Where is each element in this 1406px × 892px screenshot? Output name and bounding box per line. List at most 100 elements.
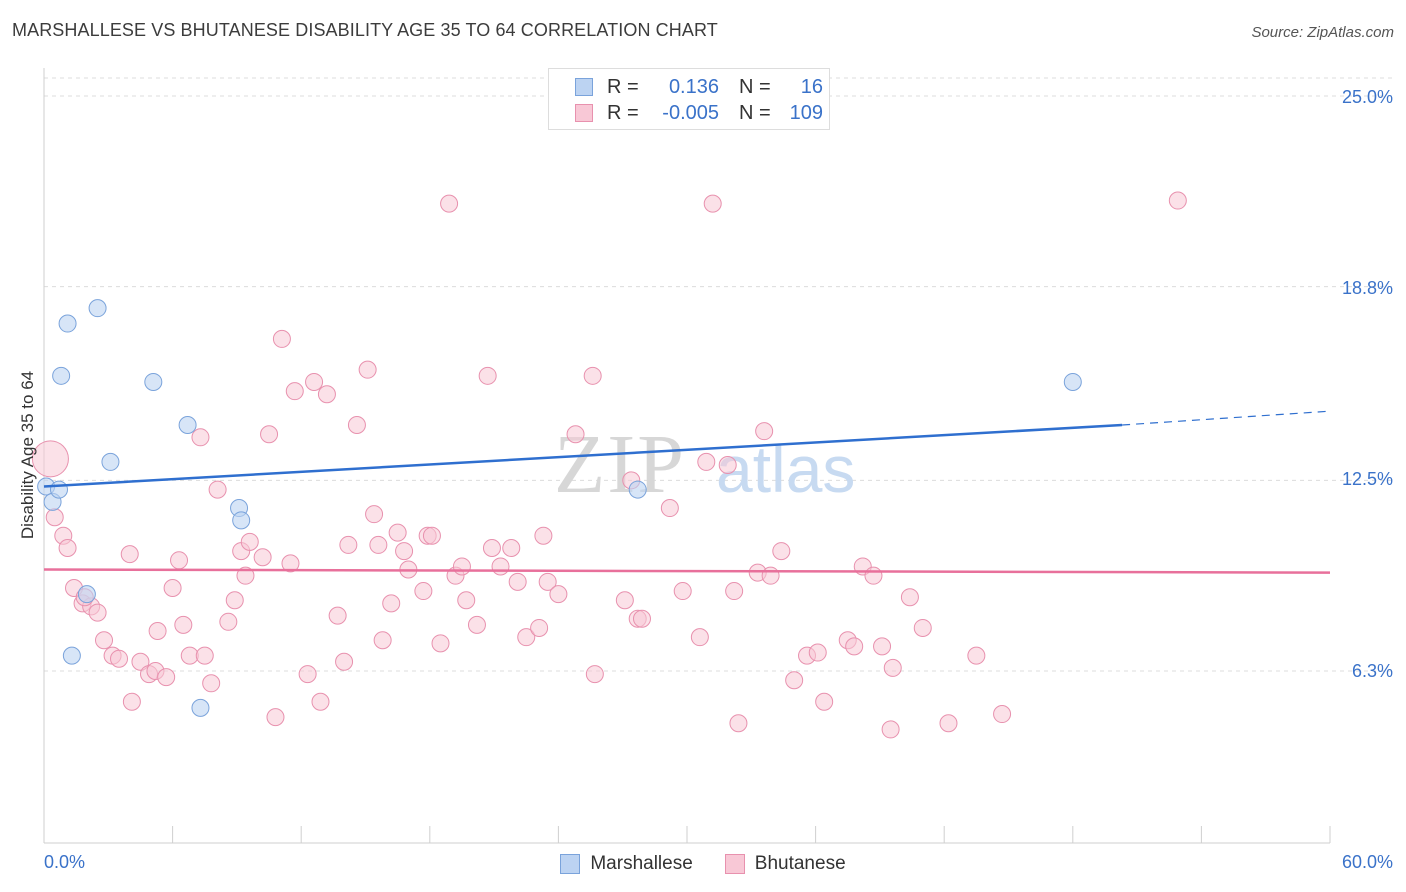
bhutanese-point <box>703 194 722 213</box>
marshallese-point <box>101 452 120 471</box>
source-label: Source: ZipAtlas.com <box>1251 24 1394 41</box>
bhutanese-point <box>358 360 377 379</box>
bhutanese-point <box>88 603 107 622</box>
bhutanese-point <box>697 452 716 471</box>
bhutanese-point <box>253 548 272 567</box>
marshallese-point <box>88 299 107 318</box>
bhutanese-point <box>660 499 679 518</box>
bhutanese-point <box>382 594 401 613</box>
marshallese-swatch <box>560 854 581 874</box>
bhutanese-point <box>317 385 336 404</box>
marshallese-point <box>628 480 647 499</box>
n-value: 16 <box>800 75 823 98</box>
bhutanese-point <box>347 416 366 435</box>
bhutanese-point <box>725 582 744 601</box>
axes <box>43 68 1331 844</box>
bhutanese-point <box>219 612 238 631</box>
marshallese-trend-line <box>43 423 1123 488</box>
bhutanese-point <box>281 554 300 573</box>
bhutanese-point <box>131 652 150 671</box>
bhutanese-point <box>538 572 557 591</box>
n-value: 109 <box>789 101 823 124</box>
bhutanese-points <box>31 191 1187 739</box>
bhutanese-point <box>180 646 199 665</box>
bhutanese-point <box>272 329 291 348</box>
bhutanese-point <box>615 591 634 610</box>
bhutanese-point <box>240 532 259 551</box>
bhutanese-point <box>772 542 791 561</box>
marshallese-point <box>52 366 71 385</box>
bhutanese-point <box>95 631 114 650</box>
bhutanese-point <box>31 440 69 478</box>
n-label: N = <box>739 75 771 98</box>
bhutanese-point <box>431 634 450 653</box>
bhutanese-point <box>148 622 167 641</box>
bhutanese-point <box>517 628 536 647</box>
legend-bhutanese[interactable]: Bhutanese <box>724 853 846 875</box>
bhutanese-point <box>452 557 471 576</box>
marshallese-label: Marshallese <box>590 853 693 874</box>
bhutanese-point <box>388 523 407 542</box>
marshallese-point <box>58 314 77 333</box>
legend-marshallese[interactable]: Marshallese <box>560 853 693 875</box>
bhutanese-point <box>339 535 358 554</box>
bhutanese-point <box>45 508 64 527</box>
r-value: 0.136 <box>668 75 719 98</box>
bhutanese-point <box>298 665 317 684</box>
bhutanese-trend-line <box>43 568 1331 574</box>
bhutanese-point <box>373 631 392 650</box>
bhutanese-point <box>808 643 827 662</box>
bhutanese-point <box>225 591 244 610</box>
bhutanese-point <box>110 649 129 668</box>
bhutanese-point <box>58 539 77 558</box>
bhutanese-point <box>174 615 193 634</box>
bhutanese-point <box>260 425 279 444</box>
marshallese-point <box>144 372 163 391</box>
marshallese-point <box>178 416 197 435</box>
bhutanese-point <box>478 366 497 385</box>
marshallese-point <box>62 646 81 665</box>
y-tick-6-3: 6.3% <box>1351 661 1393 681</box>
marshallese-trend-extension <box>1122 410 1331 426</box>
bhutanese-point <box>365 505 384 524</box>
bhutanese-point <box>157 668 176 687</box>
bhutanese-point <box>583 366 602 385</box>
bhutanese-point <box>422 526 441 545</box>
bhutanese-point <box>967 646 986 665</box>
bhutanese-point <box>208 480 227 499</box>
bhutanese-point <box>883 658 902 677</box>
bhutanese-label: Bhutanese <box>754 853 846 874</box>
marshallese-point <box>191 698 210 717</box>
bhutanese-point <box>170 551 189 570</box>
bhutanese-point <box>395 542 414 561</box>
r-value: -0.005 <box>662 101 719 124</box>
x-tick-min: 0.0% <box>44 852 86 872</box>
bhutanese-point <box>195 646 214 665</box>
bhutanese-point <box>673 582 692 601</box>
series-legend: Marshallese Bhutanese <box>0 852 1406 876</box>
bhutanese-point <box>632 609 651 628</box>
legend-row-bhutanese: R = -0.005 N = 109 <box>575 100 823 126</box>
bhutanese-point <box>414 582 433 601</box>
y-tick-12-5: 12.5% <box>1341 469 1393 489</box>
bhutanese-point <box>913 618 932 637</box>
stats-legend: R = 0.136 N = 16 R = -0.005 N = 109 <box>548 68 830 130</box>
y-axis-label: Disability Age 35 to 64 <box>18 370 37 540</box>
bhutanese-point <box>285 382 304 401</box>
bhutanese-point <box>457 591 476 610</box>
y-tick-18-8: 18.8% <box>1341 278 1393 298</box>
bhutanese-point <box>191 428 210 447</box>
marshallese-point <box>77 585 96 604</box>
bhutanese-point <box>993 705 1012 724</box>
bhutanese-point <box>549 585 568 604</box>
n-label: N = <box>739 101 771 124</box>
bhutanese-point <box>163 578 182 597</box>
bhutanese-point <box>508 572 527 591</box>
bhutanese-point <box>482 539 501 558</box>
marshallese-point <box>232 511 251 530</box>
bhutanese-point <box>202 674 221 693</box>
marshallese-point <box>50 480 69 499</box>
bhutanese-point <box>120 545 139 564</box>
bhutanese-point <box>939 714 958 733</box>
